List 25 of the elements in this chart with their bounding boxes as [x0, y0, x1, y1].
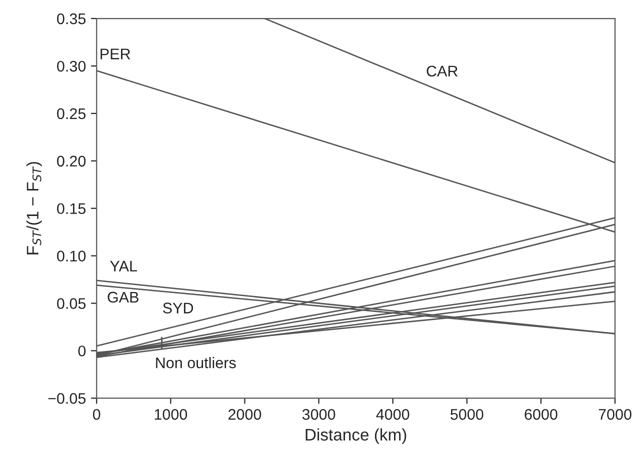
x-tick-label: 7000	[598, 409, 632, 420]
x-tick-label: 0	[92, 409, 100, 420]
y-tick-label: 0.25	[57, 108, 86, 120]
y-tick-label: 0.15	[57, 203, 86, 214]
series-label: GAB	[108, 292, 138, 303]
x-tick-label: 2000	[228, 409, 262, 420]
series-label: PER	[100, 48, 130, 60]
x-tick-label: 5000	[450, 409, 484, 420]
y-tick-label: 0.05	[57, 298, 86, 309]
x-tick-label: 1000	[154, 409, 188, 420]
series-label: CAR	[426, 66, 458, 77]
series-label: YAL	[110, 260, 137, 272]
y-tick-label: −0.05	[48, 393, 86, 404]
y-tick-label: 0.20	[57, 156, 86, 167]
x-axis-title: Distance (km)	[306, 428, 406, 444]
series-label: SYD	[163, 302, 194, 314]
x-tick-label: 4000	[376, 409, 410, 420]
x-tick-label: 3000	[302, 409, 336, 420]
annotation: Non outliers	[156, 357, 236, 368]
x-tick-label: 6000	[524, 409, 558, 420]
y-tick-label: 0	[78, 346, 86, 356]
y-tick-label: 0.30	[57, 60, 86, 72]
y-tick-label: 0.10	[57, 250, 86, 262]
y-axis-title: F$_{ST}$/(1 − F$_{ST}$)	[26, 162, 42, 254]
y-tick-label: 0.35	[57, 13, 86, 24]
